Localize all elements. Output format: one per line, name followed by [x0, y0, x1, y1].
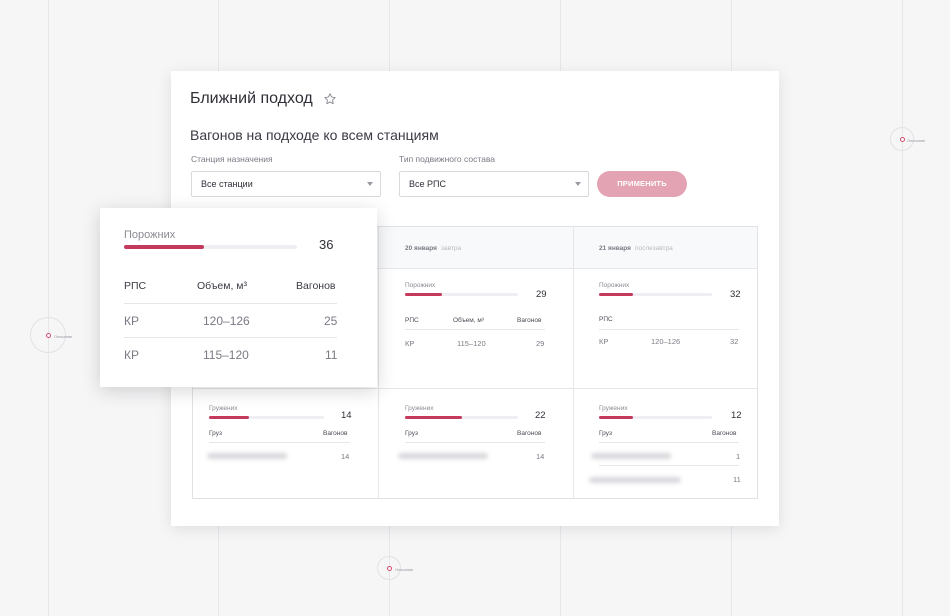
cell-rps: КР: [405, 339, 415, 348]
progress-bar: [405, 416, 518, 419]
marker-caption: Описание: [54, 334, 73, 339]
star-icon[interactable]: [323, 92, 337, 106]
column-divider: [573, 227, 574, 498]
day-header-tomorrow: 20 января завтра: [405, 245, 461, 252]
row-separator: [209, 442, 350, 443]
cell-count: 14: [536, 452, 545, 461]
popup-cell-volume: 115–120: [203, 348, 249, 362]
cargo-name-redacted: [589, 477, 681, 483]
station-select-value: Все станции: [201, 179, 253, 189]
cargo-name-redacted: [398, 453, 488, 459]
popup-row-separator: [124, 337, 337, 338]
row-separator: [599, 329, 739, 330]
popup-cell-count: 25: [324, 314, 338, 328]
col-header-rps: РПС: [599, 316, 613, 323]
col-header-count: Вагонов: [712, 430, 737, 437]
popup-cell-rps: КР: [124, 314, 139, 328]
popup-progress-bar: [124, 245, 297, 249]
loaded-label: Гружених: [599, 405, 628, 412]
empty-total: 32: [730, 289, 741, 300]
page-title: Ближний подход: [190, 90, 313, 107]
empty-label: Порожних: [599, 282, 630, 289]
cell-count: 14: [341, 452, 350, 461]
chevron-down-icon: [575, 182, 581, 186]
loaded-label: Гружених: [405, 405, 434, 412]
empty-label: Порожних: [405, 282, 436, 289]
marker-dot-icon: [46, 333, 51, 338]
popup-cell-volume: 120–126: [203, 314, 250, 328]
cell-volume: 115–120: [457, 339, 486, 348]
popup-col-header-volume: Объем, м³: [197, 280, 248, 292]
progress-fill: [405, 293, 443, 296]
popup-row-separator: [124, 303, 337, 304]
marker-caption: Описание: [907, 138, 926, 143]
station-label: Станция назначения: [191, 154, 273, 164]
cell-count: 32: [730, 337, 739, 346]
cell-count: 29: [536, 339, 545, 348]
cargo-name-redacted: [207, 453, 287, 459]
col-header-volume: Объем, м³: [453, 317, 484, 324]
station-select[interactable]: Все станции: [191, 171, 381, 197]
progress-bar: [599, 416, 712, 419]
day-relative: завтра: [440, 245, 462, 252]
row-divider: [193, 268, 757, 269]
cell-rps: КР: [599, 337, 609, 346]
row-separator: [599, 442, 739, 443]
progress-fill: [599, 416, 633, 419]
loaded-total: 22: [535, 410, 546, 421]
row-divider: [193, 388, 757, 389]
rolling-stock-label: Тип подвижного состава: [399, 154, 496, 164]
col-header-count: Вагонов: [323, 430, 348, 437]
column-divider: [378, 227, 379, 498]
apply-button[interactable]: ПРИМЕНИТЬ: [597, 171, 687, 197]
day-date: 20 января: [405, 245, 437, 252]
col-header-count: Вагонов: [517, 430, 542, 437]
col-header-cargo: Груз: [599, 430, 612, 437]
cargo-name-redacted: [591, 453, 671, 459]
day-header-after-tomorrow: 21 января послезавтра: [599, 245, 673, 252]
section-subtitle: Вагонов на подходе ко всем станциям: [190, 127, 439, 143]
col-header-cargo: Груз: [209, 430, 222, 437]
marker-caption: Описание: [395, 567, 414, 572]
rolling-stock-select-value: Все РПС: [409, 179, 446, 189]
background-marker: Описание: [377, 556, 413, 580]
grid-line: [48, 0, 49, 616]
popup-progress-fill: [124, 245, 204, 249]
popup-col-header-rps: РПС: [124, 280, 147, 292]
col-header-count: Вагонов: [517, 317, 542, 324]
background-marker: Описание: [30, 317, 72, 353]
loaded-total: 12: [731, 410, 742, 421]
progress-bar: [209, 416, 324, 419]
day-relative: послезавтра: [634, 245, 673, 252]
row-separator: [405, 329, 545, 330]
popup-cell-rps: КР: [124, 348, 139, 362]
progress-fill: [599, 293, 633, 296]
progress-fill: [405, 416, 462, 419]
loaded-total: 14: [341, 410, 352, 421]
marker-dot-icon: [387, 566, 392, 571]
grid-line: [902, 0, 903, 616]
empty-total: 29: [536, 289, 547, 300]
row-separator: [405, 442, 545, 443]
chevron-down-icon: [367, 182, 373, 186]
marker-dot-icon: [900, 137, 905, 142]
popup-total: 36: [319, 237, 334, 252]
progress-fill: [209, 416, 250, 419]
cell-count: 1: [736, 452, 741, 461]
row-separator: [599, 465, 739, 466]
progress-bar: [405, 293, 518, 296]
col-header-rps: РПС: [405, 317, 419, 324]
cell-volume: 120–126: [651, 337, 681, 346]
day-date: 21 января: [599, 245, 631, 252]
popup-empty-label: Порожних: [124, 229, 176, 241]
cell-count: 11: [733, 475, 741, 484]
empty-wagons-popup: Порожних 36 РПС Объем, м³ Вагонов КР 120…: [100, 208, 377, 387]
loaded-label: Гружених: [209, 405, 238, 412]
background-marker: Описание: [890, 127, 925, 151]
popup-cell-count: 11: [325, 348, 338, 362]
col-header-cargo: Груз: [405, 430, 418, 437]
rolling-stock-select[interactable]: Все РПС: [399, 171, 589, 197]
popup-col-header-count: Вагонов: [296, 280, 336, 292]
progress-bar: [599, 293, 712, 296]
